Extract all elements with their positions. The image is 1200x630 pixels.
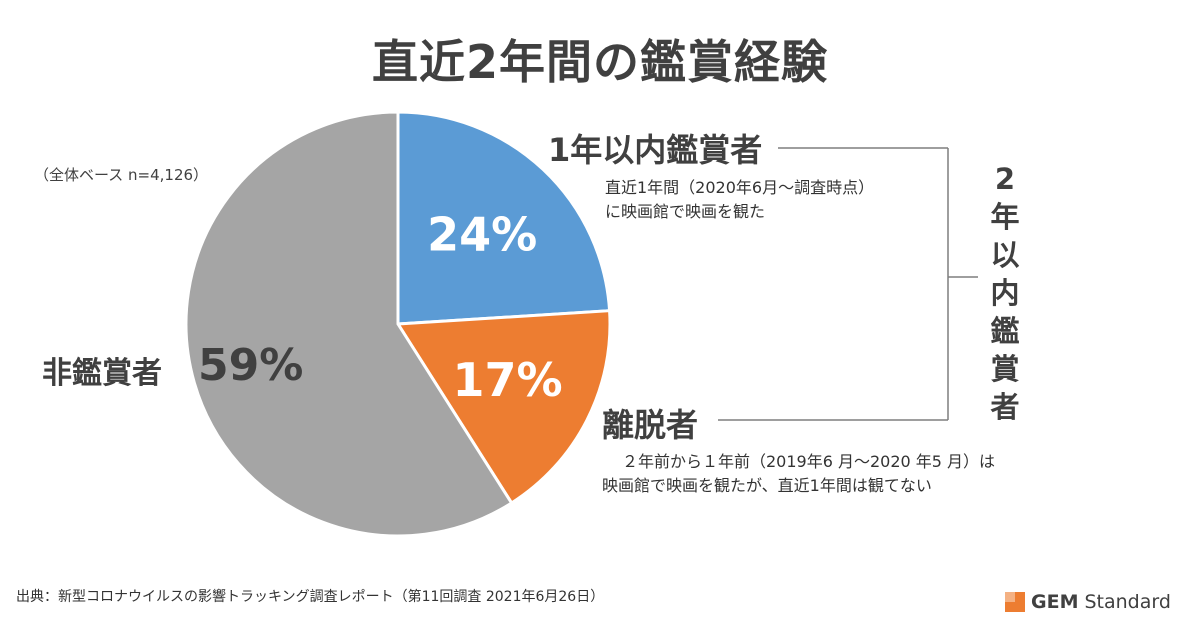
pie-value-label-1: 17% (453, 353, 563, 407)
pie-slices (184, 110, 612, 538)
bracket-char: 年 (990, 200, 1020, 234)
source-note: 出典：新型コロナウイルスの影響トラッキング調査レポート（第11回調査 2021年… (16, 589, 605, 605)
base-note: （全体ベース n=4,126） (34, 166, 209, 184)
bracket-char: 以 (990, 238, 1020, 272)
viewer-1yr-desc-2: に映画館で映画を観た (605, 202, 766, 221)
lapsed-desc-2: 映画館で映画を観たが、直近1年間は観てない (602, 476, 932, 495)
viewer-1yr-label: 1年以内鑑賞者 (548, 131, 763, 169)
pie-value-label-0: 24% (427, 207, 537, 261)
lapsed-label: 離脱者 (602, 406, 699, 444)
pie-slice-1 (395, 309, 612, 506)
non-viewer-percentage: 59% (198, 340, 304, 391)
lapsed-desc-1: ２年前から１年前（2019年6 月～2020 年5 月）は (622, 452, 996, 471)
pie-slice-2 (184, 110, 514, 538)
brand-logo: GEM Standard (1005, 590, 1171, 614)
bracket-char: 鑑 (990, 314, 1020, 348)
pie-slice-0 (396, 110, 612, 326)
pie-value-labels: 24% 17% (427, 207, 563, 406)
bracket-char: 内 (990, 276, 1020, 310)
chart-title: 直近2年間の鑑賞経験 (371, 35, 828, 89)
two-year-viewer-bracket-label: 2 年 以 内 鑑 賞 者 (975, 160, 1035, 426)
brand-mark-icon (1005, 592, 1025, 612)
bracket-char: 2 (994, 162, 1016, 196)
bracket-char: 者 (990, 390, 1020, 424)
brand-gem-text: GEM (1031, 591, 1079, 613)
non-viewer-label: 非鑑賞者 (42, 356, 162, 391)
brand-standard-text: Standard (1084, 591, 1171, 613)
viewer-1yr-desc-1: 直近1年間（2020年6月～調査時点） (605, 178, 875, 197)
bracket-char: 賞 (990, 352, 1020, 386)
connectors (718, 147, 978, 421)
